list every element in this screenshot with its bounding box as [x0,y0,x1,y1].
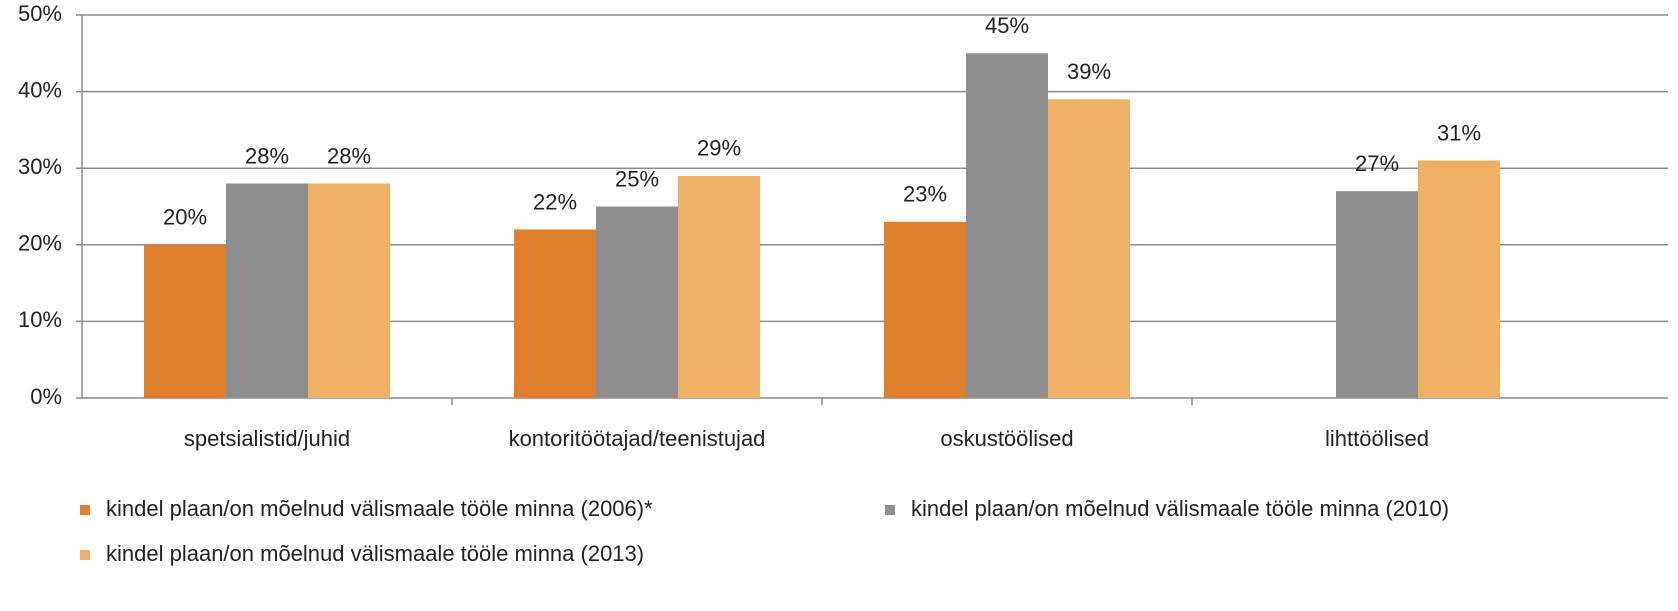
bar [596,206,678,398]
legend-swatch [80,550,90,560]
legend-label: kindel plaan/on mõelnud välismaale tööle… [106,541,644,566]
legend-label: kindel plaan/on mõelnud välismaale tööle… [106,496,653,521]
legend-swatch [885,505,895,515]
bar [884,221,966,398]
value-label: 28% [327,143,371,168]
y-tick-label: 50% [18,1,62,26]
y-tick-label: 10% [18,307,62,332]
value-label: 27% [1355,151,1399,176]
value-label: 45% [985,13,1029,38]
bar [308,183,390,398]
y-tick-label: 40% [18,77,62,102]
value-label: 20% [163,205,207,230]
legend-swatch [80,505,90,515]
value-label: 25% [615,166,659,191]
bar [966,53,1048,399]
y-tick-label: 0% [30,384,62,409]
bar [678,175,760,398]
x-tick-label: kontoritöötajad/teenistujad [509,426,766,451]
y-tick-label: 30% [18,154,62,179]
bar [226,183,308,398]
bar [1418,160,1500,398]
bar [514,229,596,398]
x-tick-label: spetsialistid/juhid [184,426,350,451]
x-tick-label: oskustöölised [940,426,1073,451]
value-label: 31% [1437,120,1481,145]
bar [1336,191,1418,398]
value-label: 22% [533,189,577,214]
bar [144,244,226,398]
bar [1048,99,1130,398]
x-tick-label: lihttöölised [1325,426,1429,451]
value-label: 28% [245,143,289,168]
y-tick-label: 20% [18,231,62,256]
legend-label: kindel plaan/on mõelnud välismaale tööle… [911,496,1449,521]
value-label: 29% [697,136,741,161]
value-label: 23% [903,182,947,207]
value-label: 39% [1067,59,1111,84]
